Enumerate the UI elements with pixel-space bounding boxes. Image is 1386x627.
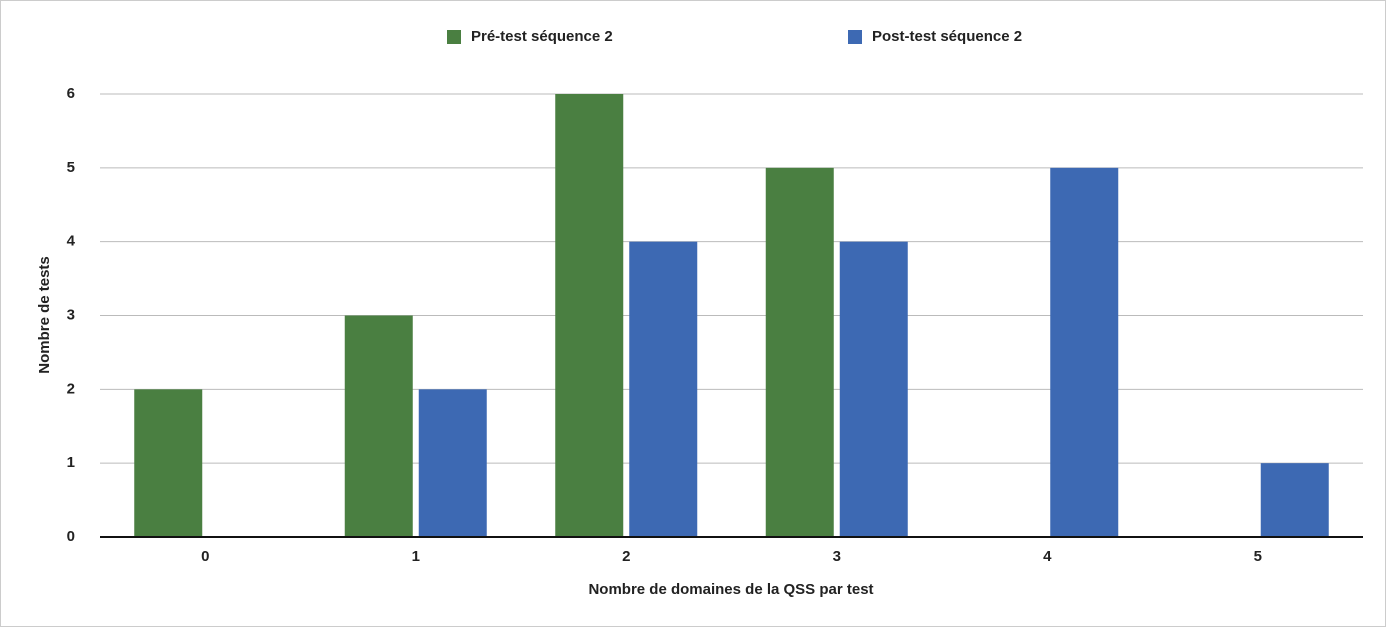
y-tick-label: 3 xyxy=(67,306,75,323)
y-tick-label: 6 xyxy=(67,85,75,102)
y-tick-label: 5 xyxy=(67,159,75,176)
bar xyxy=(629,241,698,537)
y-tick-label: 0 xyxy=(67,528,75,545)
legend-label: Pré-test séquence 2 xyxy=(471,28,613,45)
bar xyxy=(839,241,908,537)
y-tick-label: 1 xyxy=(67,454,75,471)
bar xyxy=(344,315,413,537)
bar xyxy=(1260,463,1329,537)
x-tick-label: 5 xyxy=(1254,548,1262,565)
legend-label: Post-test séquence 2 xyxy=(872,28,1022,45)
y-tick-label: 4 xyxy=(67,233,76,250)
x-tick-label: 4 xyxy=(1043,548,1052,565)
y-axis-title: Nombre de tests xyxy=(36,256,53,374)
bar xyxy=(765,167,834,538)
bar xyxy=(555,94,624,537)
x-tick-label: 0 xyxy=(201,548,209,565)
x-tick-label: 2 xyxy=(622,548,630,565)
y-tick-label: 2 xyxy=(67,380,75,397)
bar xyxy=(1050,167,1119,538)
x-tick-label: 1 xyxy=(412,548,420,565)
x-tick-label: 3 xyxy=(833,548,841,565)
legend-swatch xyxy=(447,30,461,44)
x-axis-title: Nombre de domaines de la QSS par test xyxy=(588,581,873,598)
bar xyxy=(134,389,203,537)
bar xyxy=(418,389,487,537)
legend-swatch xyxy=(848,30,862,44)
